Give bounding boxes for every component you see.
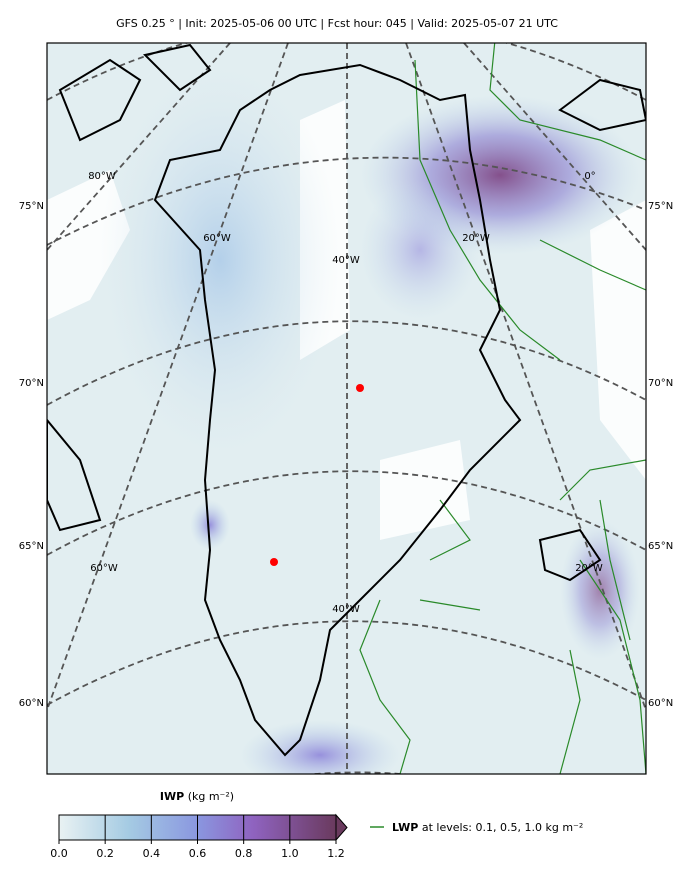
legend-label: LWP at levels: 0.1, 0.5, 1.0 kg m⁻² xyxy=(392,821,583,834)
lon-label: 20°W xyxy=(575,563,603,574)
parallel xyxy=(47,620,646,706)
lon-label: 80°W xyxy=(88,171,116,182)
lat-label: 65°N xyxy=(648,541,673,552)
colorbar-tick-label: 1.0 xyxy=(281,847,299,860)
map-frame xyxy=(46,42,647,775)
colorbar-tick-label: 0.2 xyxy=(96,847,114,860)
lat-label: 70°N xyxy=(19,378,44,389)
coastline xyxy=(47,43,646,582)
lon-label: 40°W xyxy=(332,604,360,615)
lon-label: 60°W xyxy=(90,563,118,574)
colorbar-extend xyxy=(335,813,348,842)
lat-label: 65°N xyxy=(19,541,44,552)
parallel xyxy=(47,470,646,556)
lon-label: 20°W xyxy=(462,233,490,244)
colorbar-tick-label: 0.0 xyxy=(50,847,68,860)
lat-label: 70°N xyxy=(648,378,673,389)
cloud-patch xyxy=(190,500,230,550)
colorbar-tick-label: 0.4 xyxy=(143,847,161,860)
site-marker xyxy=(270,558,278,566)
parallel xyxy=(47,43,646,101)
lon-label: 60°W xyxy=(203,233,231,244)
meridian xyxy=(463,43,646,251)
colorbar-name: IWP xyxy=(160,790,184,803)
map xyxy=(47,43,646,774)
coastline xyxy=(153,63,522,757)
cloud-patch xyxy=(240,720,400,774)
meridian xyxy=(47,43,289,711)
cloud-patch xyxy=(360,180,480,320)
lat-label: 75°N xyxy=(19,201,44,212)
lat-label: 60°N xyxy=(648,698,673,709)
lon-label: 0° xyxy=(584,171,595,182)
lwp-contour xyxy=(359,43,646,774)
parallel xyxy=(304,771,411,774)
parallel xyxy=(47,320,646,406)
lat-label: 60°N xyxy=(19,698,44,709)
colorbar-tick-label: 0.8 xyxy=(235,847,253,860)
legend-text: at levels: 0.1, 0.5, 1.0 kg m⁻² xyxy=(422,821,583,834)
lon-label: 40°W xyxy=(332,255,360,266)
site-marker xyxy=(356,384,364,392)
colorbar-ticks: 0.0 0.2 0.4 0.6 0.8 1.0 1.2 xyxy=(50,815,345,860)
meridian xyxy=(47,43,231,251)
title: GFS 0.25 ° | Init: 2025-05-06 00 UTC | F… xyxy=(116,17,558,30)
colorbar-unit: (kg m⁻²) xyxy=(188,790,234,803)
graticule-labels: 75°N 75°N 70°N 70°N 65°N 65°N 60°N 60°N 80°W 60°W… xyxy=(19,171,673,709)
colorbar-label: IWP (kg m⁻²) xyxy=(160,790,234,803)
clear-area xyxy=(47,100,646,540)
cloud-patch xyxy=(100,60,340,460)
colorbar-tick-label: 1.2 xyxy=(327,847,345,860)
colorbar-tick-label: 0.6 xyxy=(189,847,207,860)
lat-label: 75°N xyxy=(648,201,673,212)
legend-name: LWP xyxy=(392,821,418,834)
